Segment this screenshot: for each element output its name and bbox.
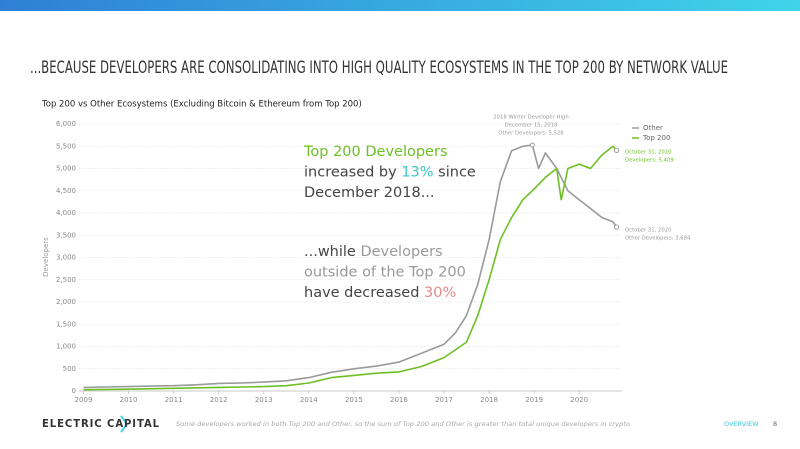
callout-line: have decreased 30% [304,285,456,301]
logo-mark [120,415,129,433]
x-tick-label: 2011 [165,396,183,404]
chart-title: Top 200 vs Other Ecosystems (Excluding B… [41,100,362,110]
logo: ELECTRIC CAPITAL [42,417,160,430]
y-tick-label: 6,000 [56,120,76,128]
callout-run: Top 200 Developers [303,144,448,160]
slide-title: ...BECAUSE DEVELOPERS ARE CONSOLIDATING … [30,58,728,78]
x-tick-label: 2018 [480,396,498,404]
annotation: 2018 Winter Developer High [493,115,568,121]
annotation: October 31, 2020 [625,150,672,156]
y-tick-label: 500 [63,365,76,373]
x-tick-label: 2013 [255,396,273,404]
callout-run: 13% [401,165,433,181]
callout-run: Developers [360,244,442,260]
legend-label: Top 200 [642,134,670,142]
top-bar [0,0,800,11]
callout-run: increased by [304,165,401,181]
callout-run: have decreased [304,285,424,301]
x-tick-label: 2016 [390,396,408,404]
end-marker [613,147,620,153]
x-tick-label: 2017 [435,396,453,404]
y-tick-label: 1,000 [56,343,76,351]
footnote: Some developers worked in both Top 200 a… [176,420,630,428]
x-tick-label: 2020 [570,396,588,404]
peak-marker [529,142,535,148]
callout-run: ...while [304,244,360,260]
y-tick-label: 5,500 [56,142,76,150]
section: OVERVIEW [724,420,759,428]
end-marker [613,224,620,230]
y-tick-label: 3,500 [56,231,76,239]
x-tick-label: 2012 [210,396,228,404]
x-tick-label: 2019 [525,396,543,404]
annotation: Other Developers: 5,528 [498,131,564,137]
line-series [83,145,618,391]
callout-line: increased by 13% since [304,165,476,181]
line-series [83,144,618,389]
callout-line: outside of the Top 200 [304,265,466,281]
y-tick-label: 0 [72,387,76,395]
x-tick-label: 2014 [300,396,318,404]
callout-line: Top 200 Developers [303,144,448,160]
legend-label: Other [643,124,663,132]
y-tick-label: 2,500 [56,276,76,284]
x-tick-label: 2009 [75,396,93,404]
callout-line: December 2018... [304,185,435,201]
y-tick-label: 2,000 [56,298,76,306]
y-tick-label: 1,500 [56,320,76,328]
annotation: October 31, 2020 [625,228,672,234]
callout-run: December 2018... [304,185,435,201]
x-tick-label: 2010 [120,396,138,404]
y-tick-label: 4,000 [56,209,76,217]
y-axis-label: Developers [42,237,50,277]
callout-run: outside of the Top 200 [304,265,466,281]
annotation: Other Developers: 3,684 [625,236,691,242]
callout-run: since [434,165,476,181]
callout-run: 30% [424,285,456,301]
x-tick-label: 2015 [345,396,363,404]
y-tick-label: 5,000 [56,165,76,173]
callout-line: ...while Developers [304,244,443,260]
y-tick-label: 3,000 [56,254,76,262]
annotation: December 15, 2018 [505,123,558,129]
page-number: 8 [773,420,777,428]
annotation: Developers: 5,409 [625,158,674,164]
y-tick-label: 4,500 [56,187,76,195]
